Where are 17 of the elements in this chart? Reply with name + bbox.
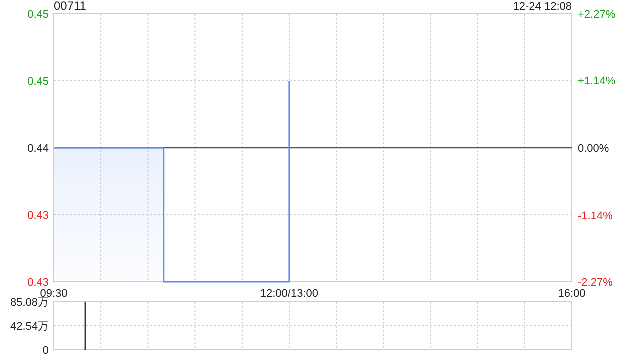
y-tick-label: 0.43 [28, 277, 49, 289]
x-tick-label: 12:00/13:00 [260, 288, 319, 300]
chart-title: 00711 [54, 0, 87, 13]
y2-tick-label: 0.00% [578, 143, 610, 155]
y-tick-label: 0.45 [28, 76, 49, 88]
y-tick-label: 85.08万 [10, 297, 49, 309]
y-tick-label: 0 [42, 345, 49, 357]
y2-tick-label: -2.27% [578, 277, 614, 289]
y-tick-label: 42.54万 [10, 321, 49, 333]
y2-tick-label: -1.14% [578, 210, 614, 222]
y-tick-label: 0.43 [28, 210, 49, 222]
y-tick-label: 0.44 [28, 143, 49, 155]
y-tick-label: 0.45 [28, 9, 49, 21]
x-tick-label: 16:00 [558, 288, 586, 300]
y2-tick-label: +1.14% [578, 76, 616, 88]
text: 12-24 12:08 [513, 1, 572, 13]
y2-tick-label: +2.27% [578, 9, 616, 21]
